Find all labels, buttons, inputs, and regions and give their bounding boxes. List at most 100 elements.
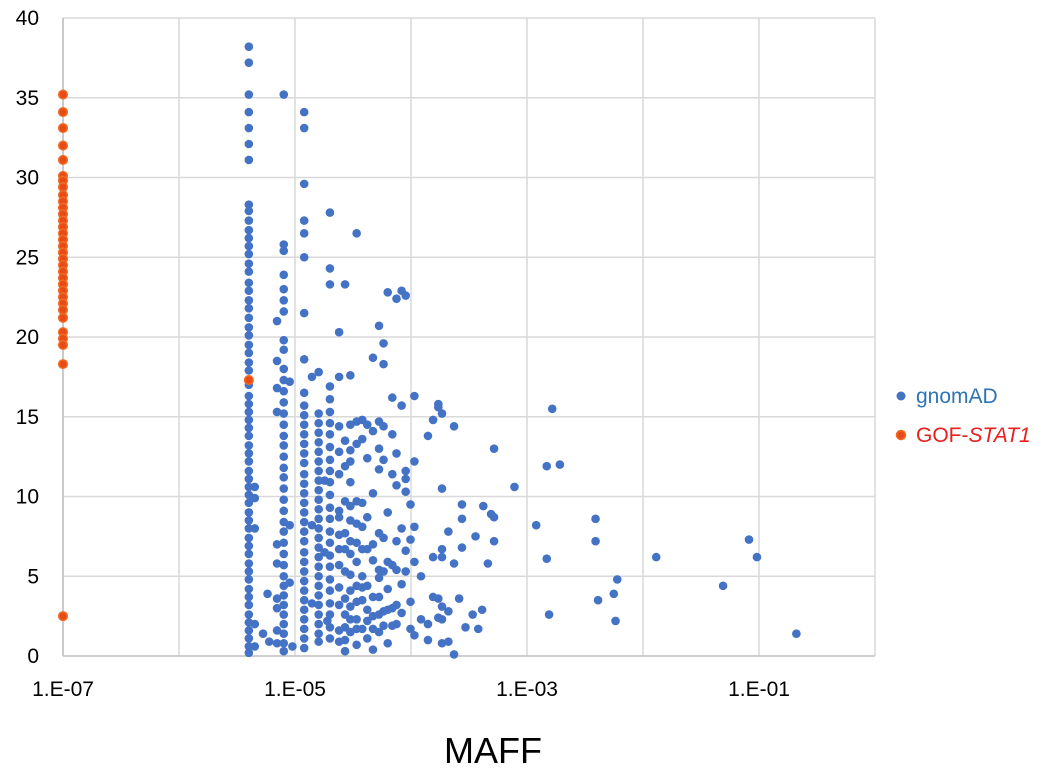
gnomad-point[interactable] [334, 512, 344, 522]
gnomad-point[interactable] [244, 123, 254, 133]
gnomad-point[interactable] [392, 619, 401, 629]
gnomad-point[interactable] [285, 578, 294, 587]
gnomad-point[interactable] [299, 557, 309, 567]
gnomad-point[interactable] [314, 533, 323, 543]
gnomad-point[interactable] [272, 626, 282, 635]
gnomad-point[interactable] [279, 646, 289, 656]
gnomad-point[interactable] [388, 469, 397, 479]
gnomad-point[interactable] [244, 366, 254, 375]
gnomad-point[interactable] [383, 638, 393, 648]
gnomad-point[interactable] [264, 637, 274, 646]
gnomad-point[interactable] [279, 619, 289, 629]
gnomad-point[interactable] [299, 615, 309, 624]
gnomad-point[interactable] [374, 465, 384, 474]
gnomad-point[interactable] [374, 592, 384, 602]
gnomad-point[interactable] [325, 429, 335, 439]
gnomad-point[interactable] [437, 615, 447, 624]
gnomad-point[interactable] [379, 455, 388, 465]
legend-item-gof-stat1[interactable]: GOF-STAT1 [895, 424, 1031, 447]
gnomad-point[interactable] [279, 307, 289, 316]
gnomad-point[interactable] [307, 520, 317, 530]
gnomad-point[interactable] [334, 544, 344, 554]
gnomad-point[interactable] [244, 90, 254, 99]
gnomad-point[interactable] [299, 439, 309, 449]
gnomad-point[interactable] [244, 584, 254, 594]
gnomad-point[interactable] [368, 426, 378, 436]
gof-stat1-point[interactable] [57, 140, 69, 151]
gnomad-point[interactable] [444, 637, 453, 646]
gnomad-point[interactable] [314, 524, 323, 533]
gnomad-point[interactable] [362, 616, 372, 626]
gnomad-point[interactable] [299, 420, 309, 430]
gnomad-point[interactable] [325, 551, 335, 560]
gnomad-point[interactable] [244, 634, 254, 643]
gnomad-point[interactable] [397, 608, 406, 618]
gnomad-point[interactable] [410, 457, 419, 466]
gnomad-point[interactable] [244, 431, 254, 441]
gnomad-point[interactable] [437, 484, 447, 493]
gnomad-point[interactable] [368, 353, 378, 363]
gnomad-point[interactable] [250, 482, 260, 492]
gnomad-point[interactable] [314, 514, 323, 524]
gnomad-point[interactable] [449, 422, 459, 431]
gnomad-point[interactable] [244, 449, 254, 458]
gnomad-point[interactable] [383, 288, 393, 297]
gnomad-point[interactable] [340, 646, 350, 656]
gnomad-point[interactable] [401, 466, 410, 476]
gnomad-point[interactable] [299, 576, 309, 586]
gnomad-point[interactable] [718, 581, 728, 591]
gnomad-point[interactable] [299, 567, 309, 576]
gnomad-point[interactable] [279, 441, 289, 450]
gnomad-point[interactable] [314, 409, 323, 418]
gnomad-point[interactable] [244, 407, 254, 417]
gnomad-point[interactable] [279, 610, 289, 619]
gnomad-point[interactable] [362, 581, 372, 591]
gnomad-point[interactable] [279, 629, 289, 638]
gnomad-point[interactable] [325, 280, 335, 289]
gnomad-point[interactable] [383, 508, 393, 517]
gnomad-point[interactable] [244, 241, 254, 251]
gnomad-point[interactable] [279, 240, 289, 249]
gnomad-point[interactable] [299, 216, 309, 225]
gnomad-point[interactable] [244, 200, 254, 209]
gnomad-point[interactable] [374, 573, 384, 583]
gnomad-point[interactable] [244, 331, 254, 340]
gnomad-point[interactable] [272, 559, 282, 568]
gnomad-point[interactable] [752, 552, 762, 562]
gnomad-point[interactable] [334, 600, 344, 610]
gnomad-point[interactable] [434, 594, 443, 603]
gnomad-point[interactable] [244, 267, 254, 276]
gnomad-point[interactable] [314, 610, 323, 619]
gnomad-point[interactable] [401, 546, 410, 556]
gnomad-point[interactable] [379, 422, 388, 431]
gnomad-point[interactable] [346, 477, 355, 487]
gnomad-point[interactable] [299, 469, 309, 479]
gnomad-point[interactable] [397, 401, 406, 410]
gnomad-point[interactable] [299, 388, 309, 398]
gnomad-point[interactable] [314, 367, 323, 377]
gnomad-point[interactable] [410, 522, 419, 532]
gnomad-point[interactable] [423, 635, 433, 645]
gnomad-point[interactable] [244, 391, 254, 401]
gnomad-point[interactable] [244, 498, 254, 508]
gnomad-point[interactable] [357, 571, 367, 581]
gnomad-point[interactable] [279, 398, 289, 407]
gnomad-point[interactable] [299, 595, 309, 605]
gnomad-point[interactable] [374, 321, 384, 331]
gnomad-point[interactable] [272, 407, 282, 417]
gnomad-point[interactable] [437, 602, 447, 611]
gnomad-point[interactable] [423, 431, 433, 441]
gnomad-point[interactable] [299, 634, 309, 643]
gnomad-point[interactable] [325, 208, 335, 217]
gnomad-point[interactable] [379, 359, 388, 369]
gof-stat1-point[interactable] [57, 312, 69, 323]
gnomad-point[interactable] [299, 229, 309, 238]
gnomad-point[interactable] [299, 517, 309, 527]
gnomad-point[interactable] [325, 442, 335, 452]
gnomad-point[interactable] [325, 455, 335, 465]
gnomad-point[interactable] [279, 495, 289, 504]
gnomad-point[interactable] [383, 584, 393, 594]
gnomad-point[interactable] [325, 477, 335, 487]
gnomad-point[interactable] [244, 155, 254, 165]
gnomad-point[interactable] [401, 487, 410, 497]
